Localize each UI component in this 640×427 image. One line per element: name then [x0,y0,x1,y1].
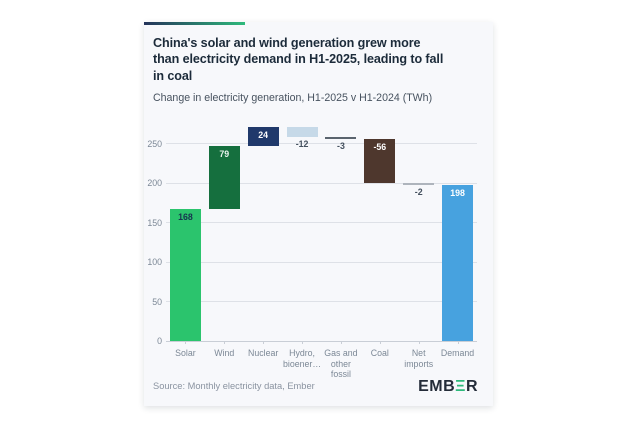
y-tick-label-200: 200 [147,178,162,189]
x-tick-wind [224,341,226,344]
gridline-200 [166,182,477,184]
bar-value-nuclear: 24 [258,130,269,141]
x-tick-coal [379,341,381,344]
chart-subtitle: Change in electricity generation, H1-202… [153,92,433,104]
y-tick-label-50: 50 [152,296,162,307]
bar-nuclear [247,127,279,147]
x-label-hydro: Hydro, bioener… [282,348,322,369]
chart-title: China's solar and wind generation grew m… [153,36,444,83]
chart-card: China's solar and wind generation grew m… [144,22,493,406]
gridline-50 [166,301,477,303]
source-note: Source: Monthly electricity data, Ember [153,381,315,391]
bar-coal [364,139,396,184]
bar-value-solar: 168 [178,211,193,222]
gridline-250 [166,143,477,145]
y-tick-label-150: 150 [147,217,162,228]
x-tick-nuclear [263,341,265,344]
logo-text-suffix: R [465,378,478,395]
bar-value-coal: -56 [373,142,387,153]
accent-bar [144,22,245,25]
logo-text-prefix: EMB [418,378,456,395]
y-tick-label-250: 250 [147,138,162,149]
bar-value-gas: -3 [337,141,345,152]
x-tick-net-imports [418,341,420,344]
x-label-nuclear: Nuclear [248,348,279,358]
bar-demand [442,184,474,341]
x-label-demand: Demand [440,348,475,358]
x-tick-solar [185,341,187,344]
gridline-150 [166,222,477,224]
ember-logo: EMBΞR [418,378,478,396]
bar-net-imports [403,183,435,186]
y-tick-label-100: 100 [147,257,162,268]
gridline-0 [166,341,477,342]
y-tick-label-0: 0 [157,336,162,346]
x-label-coal: Coal [370,348,389,358]
bar-value-wind: 79 [219,149,230,160]
x-tick-gas [340,341,342,344]
bar-wind [208,146,240,209]
bar-solar [169,208,201,341]
bar-value-demand: 198 [450,187,465,198]
gridline-100 [166,261,477,263]
logo-green-e-icon: Ξ [455,378,466,395]
x-tick-demand [457,341,459,344]
x-tick-hydro [302,341,304,344]
x-label-net-imports: Net imports [404,348,434,369]
x-label-gas: Gas and other fossil [324,348,358,380]
waterfall-chart: 0 50 100 150 200 250 168 Solar 79 Wind 24 Nuclear -1… [147,125,477,379]
bar-gas [325,136,357,140]
x-label-solar: Solar [175,348,196,358]
bar-value-net-imports: -2 [414,187,423,198]
x-label-wind: Wind [214,348,235,358]
bar-value-hydro: -12 [295,138,309,149]
bar-hydro [286,127,318,137]
